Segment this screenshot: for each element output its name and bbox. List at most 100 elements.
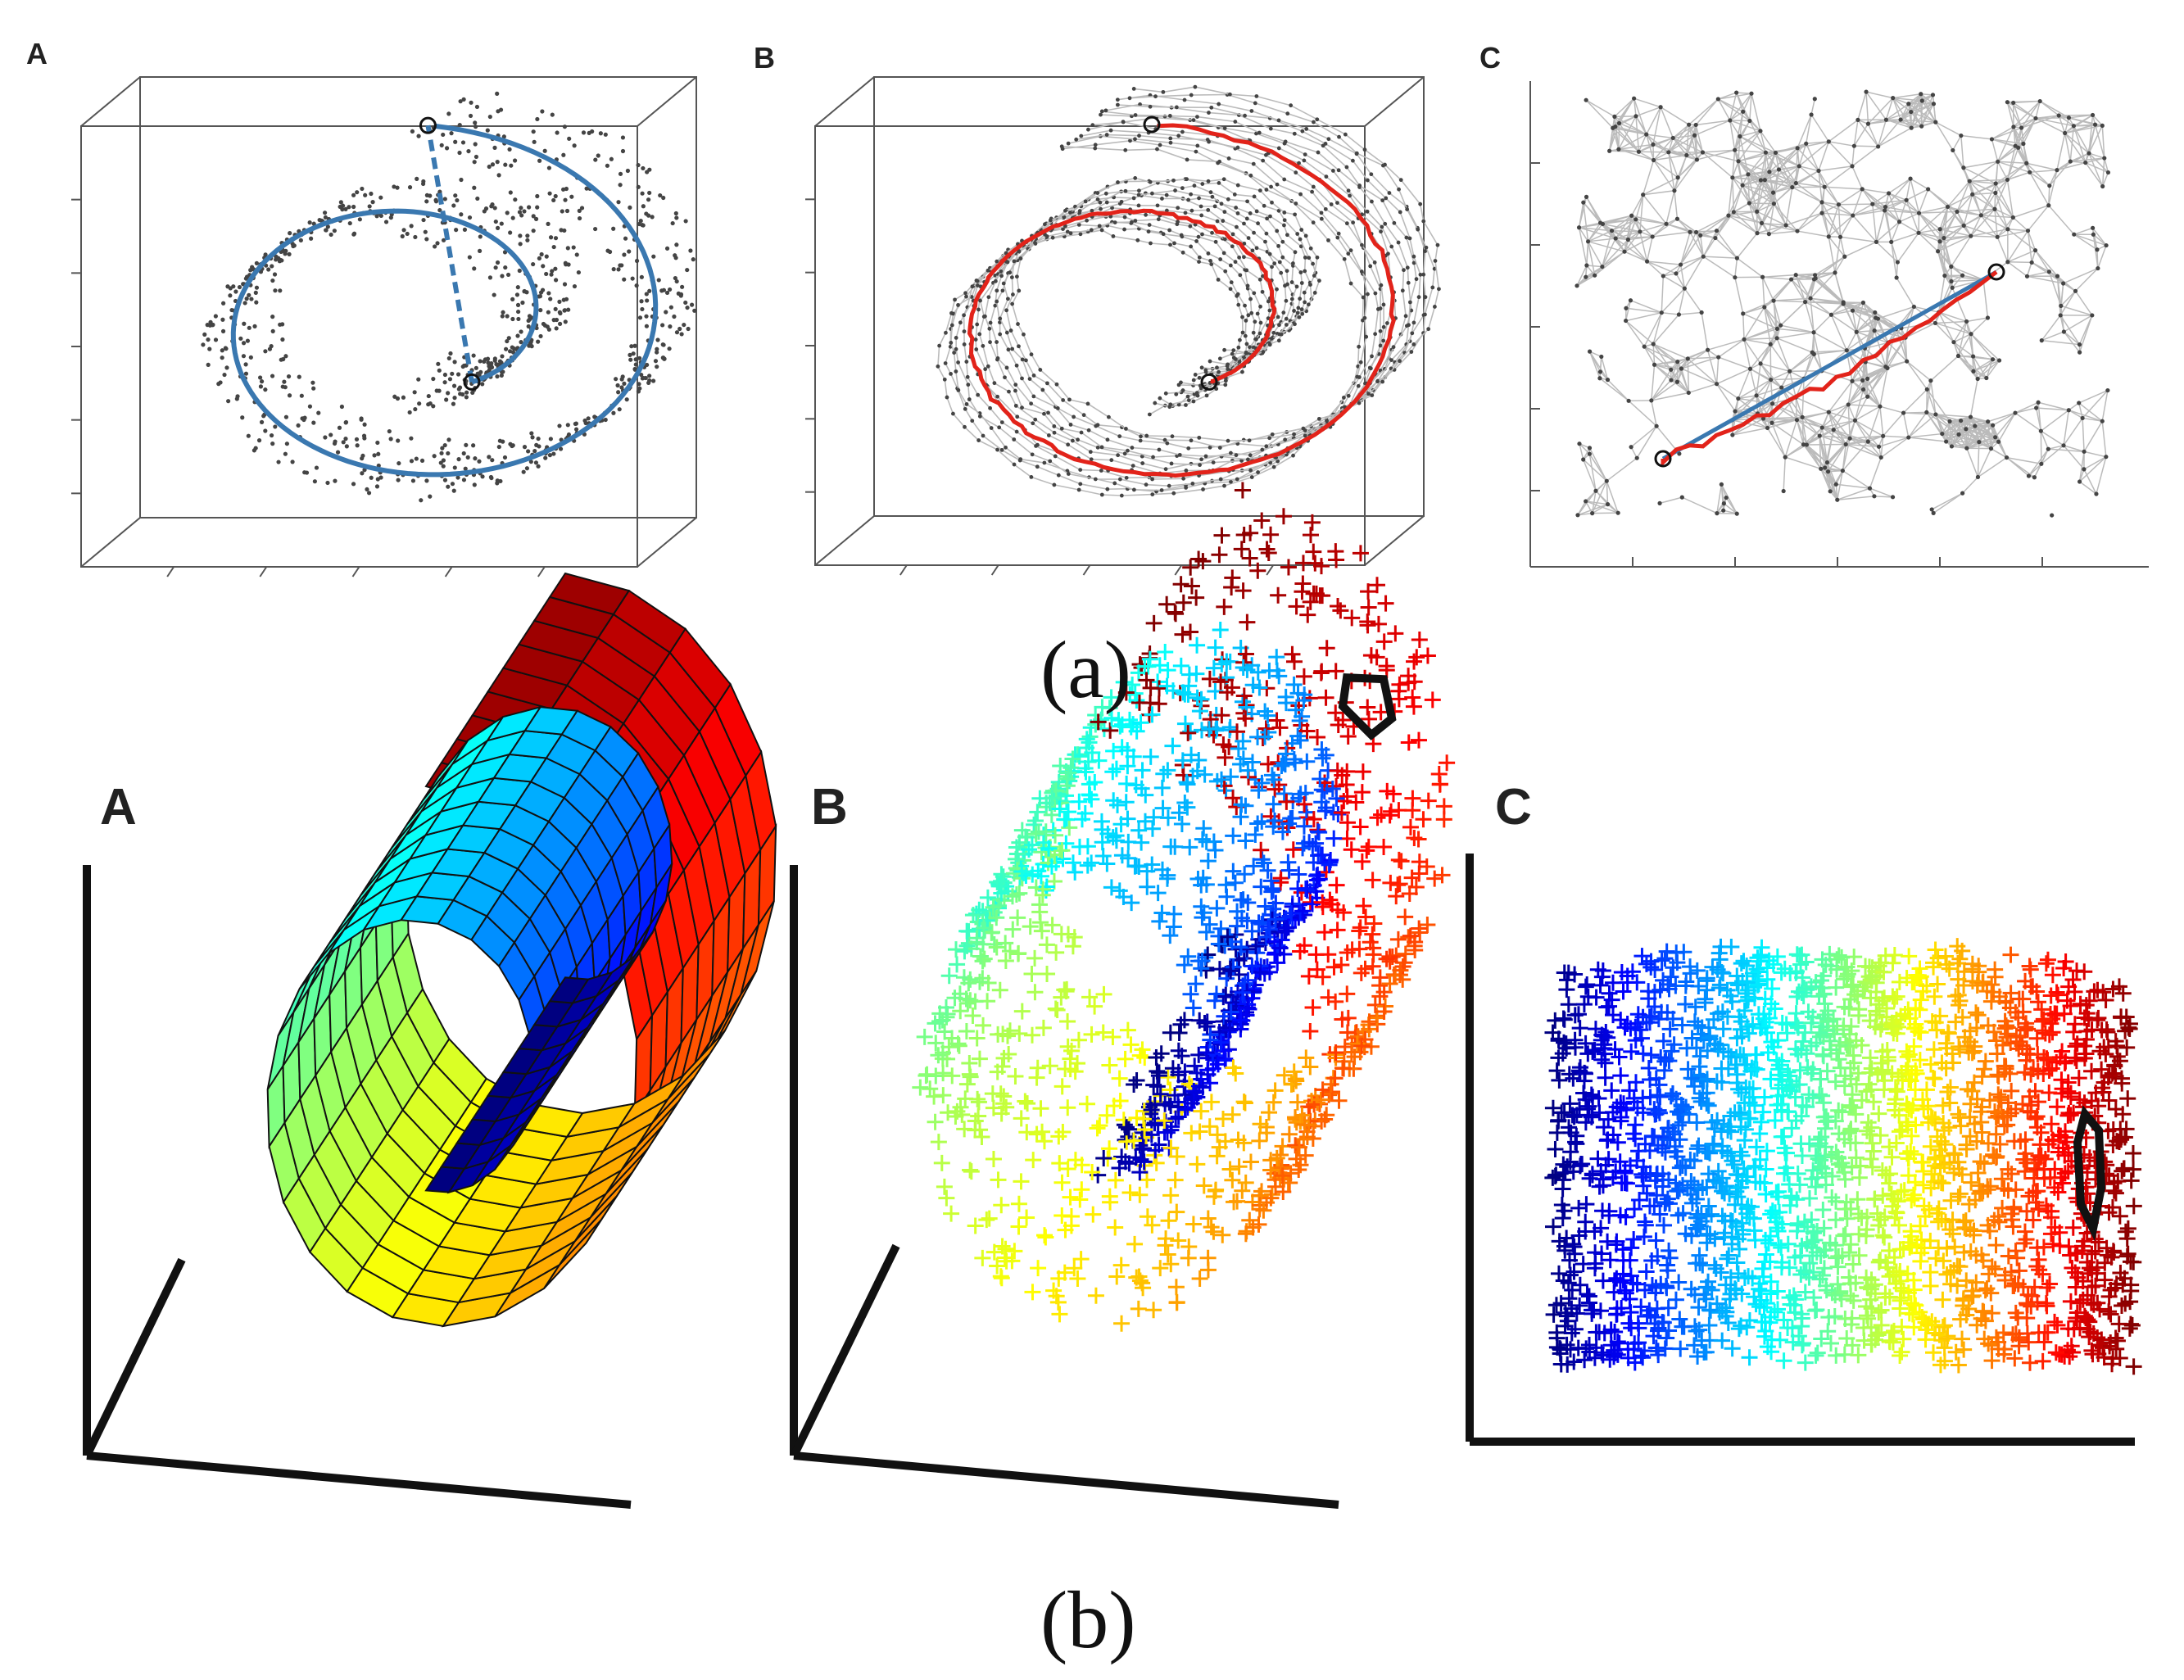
graph-node [967, 397, 972, 401]
graph-node [993, 303, 998, 308]
data-point [622, 381, 627, 386]
graph-edge [1880, 437, 1910, 459]
graph-edge [2059, 315, 2065, 333]
graph-node [995, 299, 999, 304]
graph-node [1993, 181, 1998, 186]
graph-edge [1960, 134, 1992, 140]
graph-edge [1813, 314, 1832, 333]
data-point [546, 310, 551, 315]
graph-node [1015, 414, 1020, 419]
graph-node [1783, 455, 1788, 460]
graph-node [1405, 207, 1410, 211]
graph-node [1248, 468, 1253, 473]
graph-node [1163, 391, 1168, 396]
graph-node [2073, 288, 2078, 293]
graph-node [1741, 311, 1746, 316]
graph-node [2104, 455, 2109, 460]
data-point [503, 162, 508, 167]
data-point [502, 455, 508, 460]
data-point [395, 185, 400, 190]
data-point [640, 191, 645, 196]
data-point [395, 396, 401, 401]
graph-edge [1761, 277, 1765, 308]
data-point [452, 360, 457, 365]
graph-node [1171, 491, 1176, 496]
graph-node [1802, 300, 1808, 305]
graph-node [1038, 368, 1043, 372]
data-point [354, 437, 360, 442]
graph-node [1105, 487, 1110, 491]
data-point [464, 442, 469, 447]
graph-node [2019, 125, 2024, 130]
graph-edge [1970, 333, 2000, 361]
graph-node [1651, 142, 1656, 147]
graph-edge [2026, 262, 2032, 277]
data-point [463, 466, 468, 471]
box-edge [80, 76, 141, 127]
data-point [519, 340, 523, 345]
graph-node [1045, 381, 1049, 386]
graph-node [1733, 409, 1738, 414]
data-point [537, 294, 541, 299]
panel-b-B-points [912, 482, 1456, 1332]
data-point [1174, 626, 1191, 643]
graph-edge [1973, 360, 2000, 372]
graph-node [1257, 188, 1262, 193]
graph-node [1581, 200, 1586, 205]
graph-node [1644, 259, 1650, 264]
graph-node [1255, 311, 1260, 316]
graph-node [1758, 178, 1764, 183]
graph-node [1226, 367, 1230, 372]
graph-node [1384, 196, 1389, 201]
data-point [517, 210, 523, 215]
data-point [496, 109, 501, 114]
graph-edge [1814, 256, 1846, 280]
graph-edge [1977, 456, 2007, 478]
graph-node [1229, 451, 1233, 455]
graph-node [1311, 261, 1315, 266]
data-point [501, 134, 506, 139]
graph-node [1298, 244, 1303, 249]
graph-node [1409, 350, 1414, 354]
graph-node [1089, 457, 1094, 462]
data-point [1199, 853, 1217, 870]
data-point [647, 190, 652, 196]
graph-node [1378, 306, 1383, 310]
graph-node [1016, 322, 1020, 326]
graph-node [1935, 249, 1941, 254]
data-point [1198, 924, 1215, 941]
data-point [553, 266, 558, 271]
graph-node [1153, 401, 1158, 405]
graph-node [1885, 365, 1890, 371]
graph-node [1437, 287, 1441, 292]
graph-node [1222, 210, 1227, 215]
graph-node [1883, 117, 1888, 122]
data-point [376, 451, 381, 456]
graph-edge [1681, 349, 1709, 369]
graph-node [1674, 271, 1679, 276]
data-point [553, 193, 558, 199]
data-point [538, 308, 543, 313]
data-point [522, 209, 527, 214]
graph-node [1855, 117, 1860, 122]
graph-node [1169, 461, 1174, 466]
data-point [405, 231, 410, 237]
graph-node [1070, 438, 1075, 443]
graph-edge [1683, 256, 1704, 289]
graph-edge [1682, 496, 1718, 514]
graph-node [995, 259, 999, 264]
graph-edge [1695, 98, 1719, 125]
data-point [322, 211, 328, 215]
graph-node [1398, 210, 1402, 215]
graph-node [1022, 332, 1026, 337]
data-point [473, 120, 478, 125]
graph-node [1130, 220, 1134, 224]
graph-node [1228, 263, 1233, 268]
graph-node [1679, 366, 1684, 371]
graph-node [1221, 219, 1226, 224]
data-point [297, 374, 301, 379]
graph-edge [1766, 428, 1786, 458]
graph-node [1236, 345, 1241, 350]
graph-node [2029, 260, 2034, 265]
graph-edge [1951, 235, 1972, 267]
